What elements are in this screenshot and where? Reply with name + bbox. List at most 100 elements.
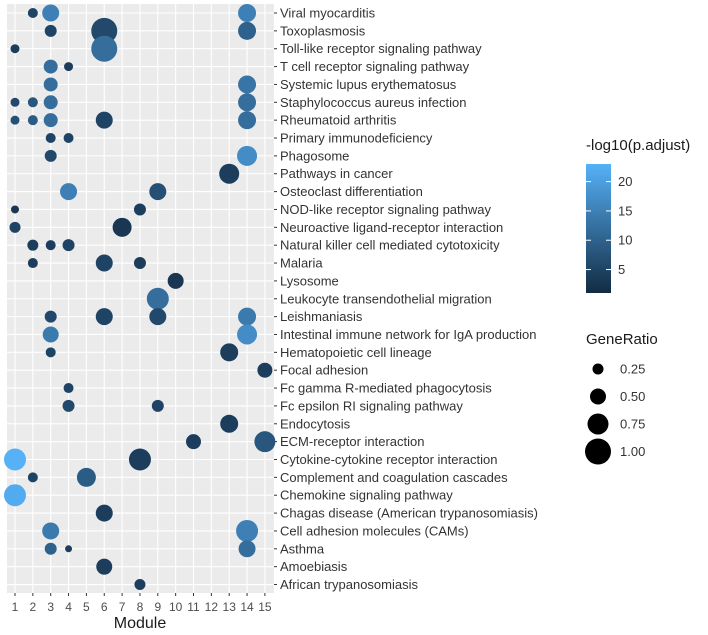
point-malaria-module-2 xyxy=(27,258,38,269)
x-label-module-1: 1 xyxy=(12,600,19,614)
y-label-toll-like-receptor-signaling-pathway: Toll-like receptor signaling pathway xyxy=(280,41,482,56)
data-points xyxy=(4,4,276,591)
y-label-cytokine-cytokine-receptor-interaction: Cytokine-cytokine receptor interaction xyxy=(280,452,498,467)
y-label-rheumatoid-arthritis: Rheumatoid arthritis xyxy=(280,113,397,128)
x-label-module-11: 11 xyxy=(187,600,200,614)
point-systemic-lupus-erythematosus-module-14 xyxy=(238,75,257,94)
point-primary-immunodeficiency-module-4 xyxy=(63,133,74,144)
point-ecm-receptor-interaction-module-11 xyxy=(186,434,201,450)
point-leishmaniasis-module-9 xyxy=(149,308,167,326)
size-legend-label-0: 0.25 xyxy=(620,362,645,377)
color-tick-label-10: 10 xyxy=(618,233,632,248)
point-rheumatoid-arthritis-module-3 xyxy=(43,113,58,128)
y-label-fc-gamma-r-mediated-phagocytosis: Fc gamma R-mediated phagocytosis xyxy=(280,381,492,396)
point-lysosome-module-10 xyxy=(167,272,184,289)
color-legend: -log10(p.adjust) 5 10 15 20 xyxy=(586,137,690,293)
size-legend-title: GeneRatio xyxy=(586,331,658,348)
x-label-module-13: 13 xyxy=(223,600,237,614)
x-label-module-8: 8 xyxy=(137,600,144,614)
point-fc-gamma-r-mediated-phagocytosis-module-4 xyxy=(63,383,74,394)
point-cell-adhesion-molecules-cams-module-14 xyxy=(236,519,259,542)
color-legend-ticks: 5 10 15 20 xyxy=(586,174,632,277)
point-malaria-module-8 xyxy=(133,257,146,270)
point-endocytosis-module-13 xyxy=(220,414,239,433)
y-label-fc-epsilon-ri-signaling-pathway: Fc epsilon RI signaling pathway xyxy=(280,398,463,413)
point-rheumatoid-arthritis-module-1 xyxy=(10,115,20,125)
point-amoebiasis-module-6 xyxy=(96,558,113,575)
point-phagosome-module-14 xyxy=(237,145,258,166)
y-label-ecm-receptor-interaction: ECM-receptor interaction xyxy=(280,434,425,449)
x-label-module-4: 4 xyxy=(65,600,72,614)
point-leishmaniasis-module-6 xyxy=(95,308,113,326)
y-label-hematopoietic-cell-lineage: Hematopoietic cell lineage xyxy=(280,345,432,360)
y-label-intestinal-immune-network-for-iga-production: Intestinal immune network for IgA produc… xyxy=(280,327,537,342)
point-primary-immunodeficiency-module-3 xyxy=(45,133,56,144)
point-toll-like-receptor-signaling-pathway-module-1 xyxy=(10,44,20,54)
x-label-module-10: 10 xyxy=(169,600,183,614)
y-label-focal-adhesion: Focal adhesion xyxy=(280,363,368,378)
color-legend-title: -log10(p.adjust) xyxy=(586,137,690,154)
point-t-cell-receptor-signaling-pathway-module-4 xyxy=(64,62,74,72)
point-toxoplasmosis-module-6 xyxy=(91,17,118,44)
point-intestinal-immune-network-for-iga-production-module-3 xyxy=(42,326,59,343)
y-axis-labels: Viral myocarditis Toxoplasmosis Toll-like … xyxy=(280,6,538,593)
y-label-complement-and-coagulation-cascades: Complement and coagulation cascades xyxy=(280,470,508,485)
point-phagosome-module-3 xyxy=(44,149,57,162)
point-natural-killer-cell-mediated-cytotoxicity-module-3 xyxy=(45,240,56,251)
size-legend-dot-0 xyxy=(592,363,604,375)
color-bar xyxy=(586,164,611,293)
y-label-malaria: Malaria xyxy=(280,256,323,271)
y-label-chagas-disease-american-trypanosomiasis: Chagas disease (American trypanosomiasis… xyxy=(280,506,538,521)
point-nod-like-receptor-signaling-pathway-module-8 xyxy=(133,203,146,216)
color-tick-label-5: 5 xyxy=(618,262,625,277)
y-label-leukocyte-transendothelial-migration: Leukocyte transendothelial migration xyxy=(280,291,492,306)
point-chemokine-signaling-pathway-module-1 xyxy=(4,484,26,507)
point-african-trypanosomiasis-module-8 xyxy=(134,579,146,591)
y-label-lysosome: Lysosome xyxy=(280,273,339,288)
point-natural-killer-cell-mediated-cytotoxicity-module-2 xyxy=(27,239,39,251)
size-legend-dot-3 xyxy=(585,438,611,465)
point-toxoplasmosis-module-3 xyxy=(44,24,57,37)
point-intestinal-immune-network-for-iga-production-module-14 xyxy=(237,324,258,345)
point-staphylococcus-aureus-infection-module-14 xyxy=(238,93,257,112)
point-cytokine-cytokine-receptor-interaction-module-1 xyxy=(4,448,26,471)
y-label-staphylococcus-aureus-infection: Staphylococcus aureus infection xyxy=(280,95,466,110)
y-label-phagosome: Phagosome xyxy=(280,148,349,163)
point-toxoplasmosis-module-14 xyxy=(238,21,257,40)
point-systemic-lupus-erythematosus-module-3 xyxy=(43,77,58,92)
y-label-systemic-lupus-erythematosus: Systemic lupus erythematosus xyxy=(280,77,457,92)
point-asthma-module-14 xyxy=(238,540,256,558)
x-label-module-15: 15 xyxy=(258,600,272,614)
y-label-primary-immunodeficiency: Primary immunodeficiency xyxy=(280,131,433,146)
y-label-asthma: Asthma xyxy=(280,541,325,556)
y-label-toxoplasmosis: Toxoplasmosis xyxy=(280,23,366,38)
size-legend: GeneRatio 0.25 0.50 0.75 1.00 xyxy=(585,331,658,465)
point-viral-myocarditis-module-2 xyxy=(27,8,38,18)
x-label-module-5: 5 xyxy=(83,600,90,614)
color-tick-label-20: 20 xyxy=(618,174,632,189)
point-ecm-receptor-interaction-module-15 xyxy=(254,431,276,453)
x-label-module-6: 6 xyxy=(101,600,108,614)
point-fc-epsilon-ri-signaling-pathway-module-4 xyxy=(62,399,75,412)
y-label-endocytosis: Endocytosis xyxy=(280,416,351,431)
point-malaria-module-6 xyxy=(95,254,113,272)
x-label-module-14: 14 xyxy=(240,600,254,614)
point-hematopoietic-cell-lineage-module-13 xyxy=(220,343,239,362)
size-legend-entries: 0.25 0.50 0.75 1.00 xyxy=(585,362,645,465)
y-label-nod-like-receptor-signaling-pathway: NOD-like receptor signaling pathway xyxy=(280,202,491,217)
point-rheumatoid-arthritis-module-2 xyxy=(27,115,38,126)
point-rheumatoid-arthritis-module-6 xyxy=(95,111,113,129)
point-cytokine-cytokine-receptor-interaction-module-8 xyxy=(128,448,151,471)
point-viral-myocarditis-module-14 xyxy=(238,4,257,22)
x-label-module-12: 12 xyxy=(205,600,219,614)
point-staphylococcus-aureus-infection-module-2 xyxy=(27,97,38,108)
point-natural-killer-cell-mediated-cytotoxicity-module-4 xyxy=(62,239,75,252)
point-nod-like-receptor-signaling-pathway-module-1 xyxy=(11,205,19,214)
size-legend-label-1: 0.50 xyxy=(620,389,645,404)
point-chagas-disease-american-trypanosomiasis-module-6 xyxy=(95,504,113,522)
point-focal-adhesion-module-15 xyxy=(257,362,273,378)
y-label-t-cell-receptor-signaling-pathway: T cell receptor signaling pathway xyxy=(280,59,470,74)
y-label-viral-myocarditis: Viral myocarditis xyxy=(280,6,376,21)
color-tick-label-15: 15 xyxy=(618,203,632,218)
